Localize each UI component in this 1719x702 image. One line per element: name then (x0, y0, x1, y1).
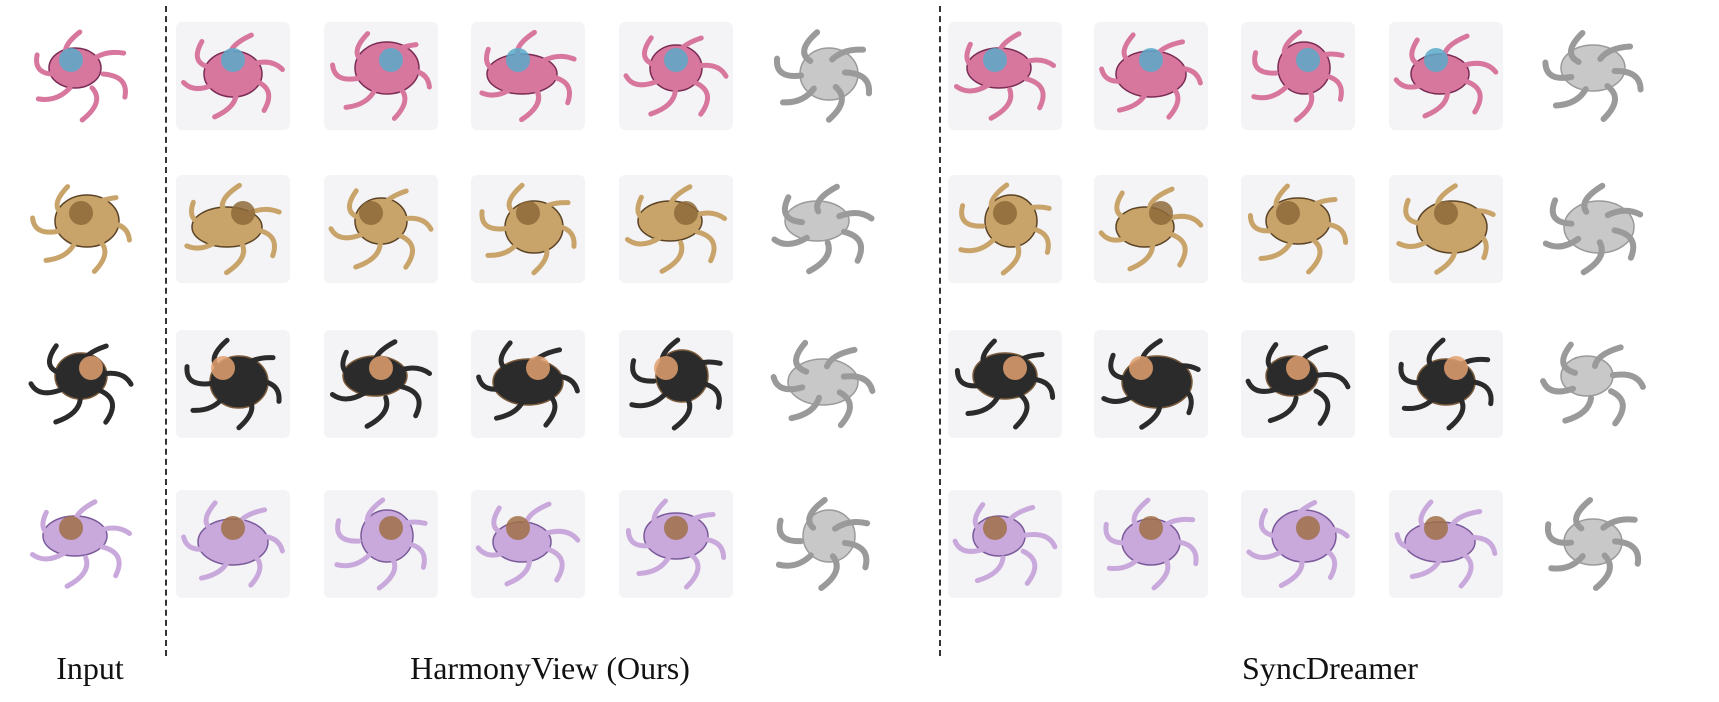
drummer-render-icon (1101, 338, 1201, 430)
sofa-set-syncdreamer-view-9 (1383, 480, 1509, 608)
dragon-syncdreamer-view-8 (1235, 165, 1361, 293)
sofa-set-render-icon (334, 497, 428, 591)
sofa-set-render-icon (1544, 497, 1642, 591)
dragon-harmonyview-view-4 (613, 165, 739, 293)
drummer-render-icon (1245, 342, 1351, 426)
label-input: Input (56, 650, 124, 686)
dragon-render-icon (1396, 183, 1496, 275)
sofa-set-render-icon (475, 501, 581, 587)
drummer-syncdreamer-mesh-10 (1530, 320, 1656, 448)
sofa-set-render-icon (1103, 497, 1199, 591)
dragon-harmonyview-view-2 (318, 165, 444, 293)
drummer-syncdreamer-view-6 (942, 320, 1068, 448)
dragon-harmonyview-view-1 (170, 165, 296, 293)
drummer-harmonyview-view-4 (613, 320, 739, 448)
dragon-harmonyview-mesh-5 (760, 165, 886, 293)
octopus-render-icon (623, 35, 729, 117)
sofa-set-harmonyview-view-2 (318, 480, 444, 608)
sofa-set-harmonyview-view-1 (170, 480, 296, 608)
octopus-syncdreamer-view-9 (1383, 12, 1509, 140)
dragon-render-icon (328, 188, 434, 270)
drummer-harmonyview-view-3 (465, 320, 591, 448)
sofa-set-render-icon (181, 500, 285, 588)
drummer-render-icon (954, 338, 1056, 430)
dragon-render-icon (1098, 186, 1204, 272)
drummer-harmonyview-view-2 (318, 320, 444, 448)
octopus-syncdreamer-view-8 (1235, 12, 1361, 140)
octopus-render-icon (1251, 29, 1345, 123)
drummer-syncdreamer-view-8 (1235, 320, 1361, 448)
label-syncdreamer: SyncDreamer (1242, 650, 1418, 686)
drummer-render-icon (329, 339, 433, 429)
dragon-syncdreamer-mesh-10 (1530, 165, 1656, 293)
dragon-syncdreamer-view-6 (942, 165, 1068, 293)
dragon-render-icon (1542, 182, 1644, 276)
sofa-set-render-icon (29, 499, 133, 589)
dragon-render-icon (479, 182, 577, 276)
divider-input (165, 6, 167, 656)
sofa-set-input-view-0 (18, 480, 144, 608)
octopus-harmonyview-view-3 (465, 12, 591, 140)
sofa-set-render-icon (952, 502, 1058, 586)
label-harmonyview: HarmonyView (Ours) (410, 650, 690, 686)
octopus-render-icon (479, 29, 577, 123)
drummer-render-icon (476, 340, 580, 428)
octopus-syncdreamer-mesh-10 (1530, 12, 1656, 140)
drummer-input-view-0 (18, 320, 144, 448)
octopus-input-view-0 (18, 12, 144, 140)
dragon-render-icon (624, 184, 728, 274)
octopus-syncdreamer-view-6 (942, 12, 1068, 140)
octopus-render-icon (1099, 32, 1203, 120)
divider-methods (939, 6, 941, 656)
drummer-render-icon (629, 337, 723, 431)
octopus-render-icon (34, 29, 128, 123)
dragon-render-icon (771, 183, 875, 275)
octopus-render-icon (1393, 33, 1499, 119)
drummer-render-icon (184, 337, 282, 431)
drummer-render-icon (770, 339, 876, 429)
octopus-harmonyview-view-4 (613, 12, 739, 140)
drummer-harmonyview-mesh-5 (760, 320, 886, 448)
octopus-render-icon (953, 31, 1057, 121)
octopus-harmonyview-view-2 (318, 12, 444, 140)
sofa-set-render-icon (1246, 500, 1350, 588)
dragon-harmonyview-view-3 (465, 165, 591, 293)
octopus-harmonyview-view-1 (170, 12, 296, 140)
dragon-syncdreamer-view-7 (1088, 165, 1214, 293)
octopus-render-icon (774, 29, 872, 123)
sofa-set-syncdreamer-mesh-10 (1530, 480, 1656, 608)
octopus-render-icon (330, 31, 432, 121)
sofa-set-harmonyview-view-4 (613, 480, 739, 608)
dragon-render-icon (1247, 183, 1349, 275)
sofa-set-syncdreamer-view-7 (1088, 480, 1214, 608)
sofa-set-harmonyview-view-3 (465, 480, 591, 608)
drummer-render-icon (1398, 337, 1494, 431)
sofa-set-render-icon (1394, 499, 1498, 589)
dragon-render-icon (30, 184, 132, 274)
sofa-set-syncdreamer-view-8 (1235, 480, 1361, 608)
octopus-render-icon (1542, 29, 1644, 123)
drummer-render-icon (28, 343, 134, 425)
sofa-set-render-icon (775, 497, 871, 591)
dragon-syncdreamer-view-9 (1383, 165, 1509, 293)
octopus-syncdreamer-view-7 (1088, 12, 1214, 140)
dragon-render-icon (958, 182, 1052, 276)
sofa-set-render-icon (625, 498, 727, 590)
sofa-set-harmonyview-mesh-5 (760, 480, 886, 608)
drummer-syncdreamer-view-9 (1383, 320, 1509, 448)
drummer-render-icon (1540, 341, 1646, 427)
sofa-set-syncdreamer-view-6 (942, 480, 1068, 608)
octopus-render-icon (181, 32, 285, 120)
octopus-harmonyview-mesh-5 (760, 12, 886, 140)
dragon-render-icon (184, 182, 282, 276)
drummer-harmonyview-view-1 (170, 320, 296, 448)
dragon-input-view-0 (18, 165, 144, 293)
drummer-syncdreamer-view-7 (1088, 320, 1214, 448)
